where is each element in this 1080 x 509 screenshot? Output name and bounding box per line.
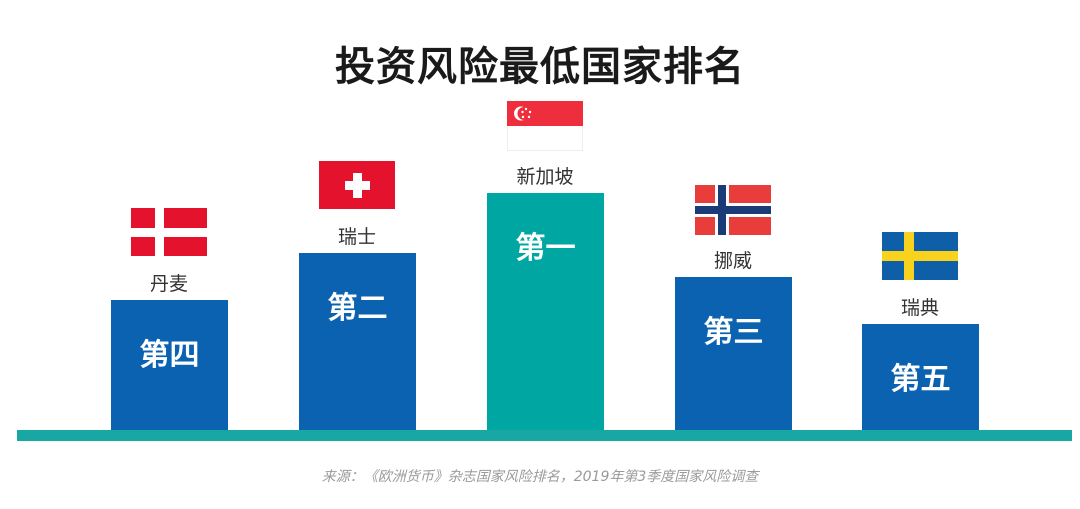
baseline [17, 430, 1072, 441]
bar-1: 第四 [111, 300, 228, 430]
singapore-flag-icon [506, 100, 584, 152]
switzerland-flag-icon [319, 161, 395, 209]
rank-label: 第一 [515, 231, 576, 266]
rank-label: 第三 [703, 315, 764, 350]
country-label: 瑞典 [900, 297, 939, 319]
bar-2: 第二 [299, 253, 416, 430]
bar-5: 第五 [862, 324, 979, 430]
source-note: 来源：《欧洲货币》杂志国家风险排名，2019年第3季度国家风险调查 [321, 469, 759, 485]
country-label: 挪威 [713, 250, 752, 272]
country-label: 新加坡 [516, 166, 574, 188]
chart-title: 投资风险最低国家排名 [335, 44, 745, 90]
rank-label: 第四 [139, 338, 200, 373]
country-label: 丹麦 [149, 273, 188, 295]
denmark-flag-icon [131, 208, 207, 256]
rank-label: 第五 [890, 362, 951, 397]
bar-4: 第三 [675, 277, 792, 430]
bar-3: 第一 [487, 193, 604, 430]
country-label: 瑞士 [337, 226, 376, 248]
norway-flag-icon [695, 185, 771, 235]
sweden-flag-icon [882, 232, 958, 280]
rank-label: 第二 [327, 291, 388, 326]
